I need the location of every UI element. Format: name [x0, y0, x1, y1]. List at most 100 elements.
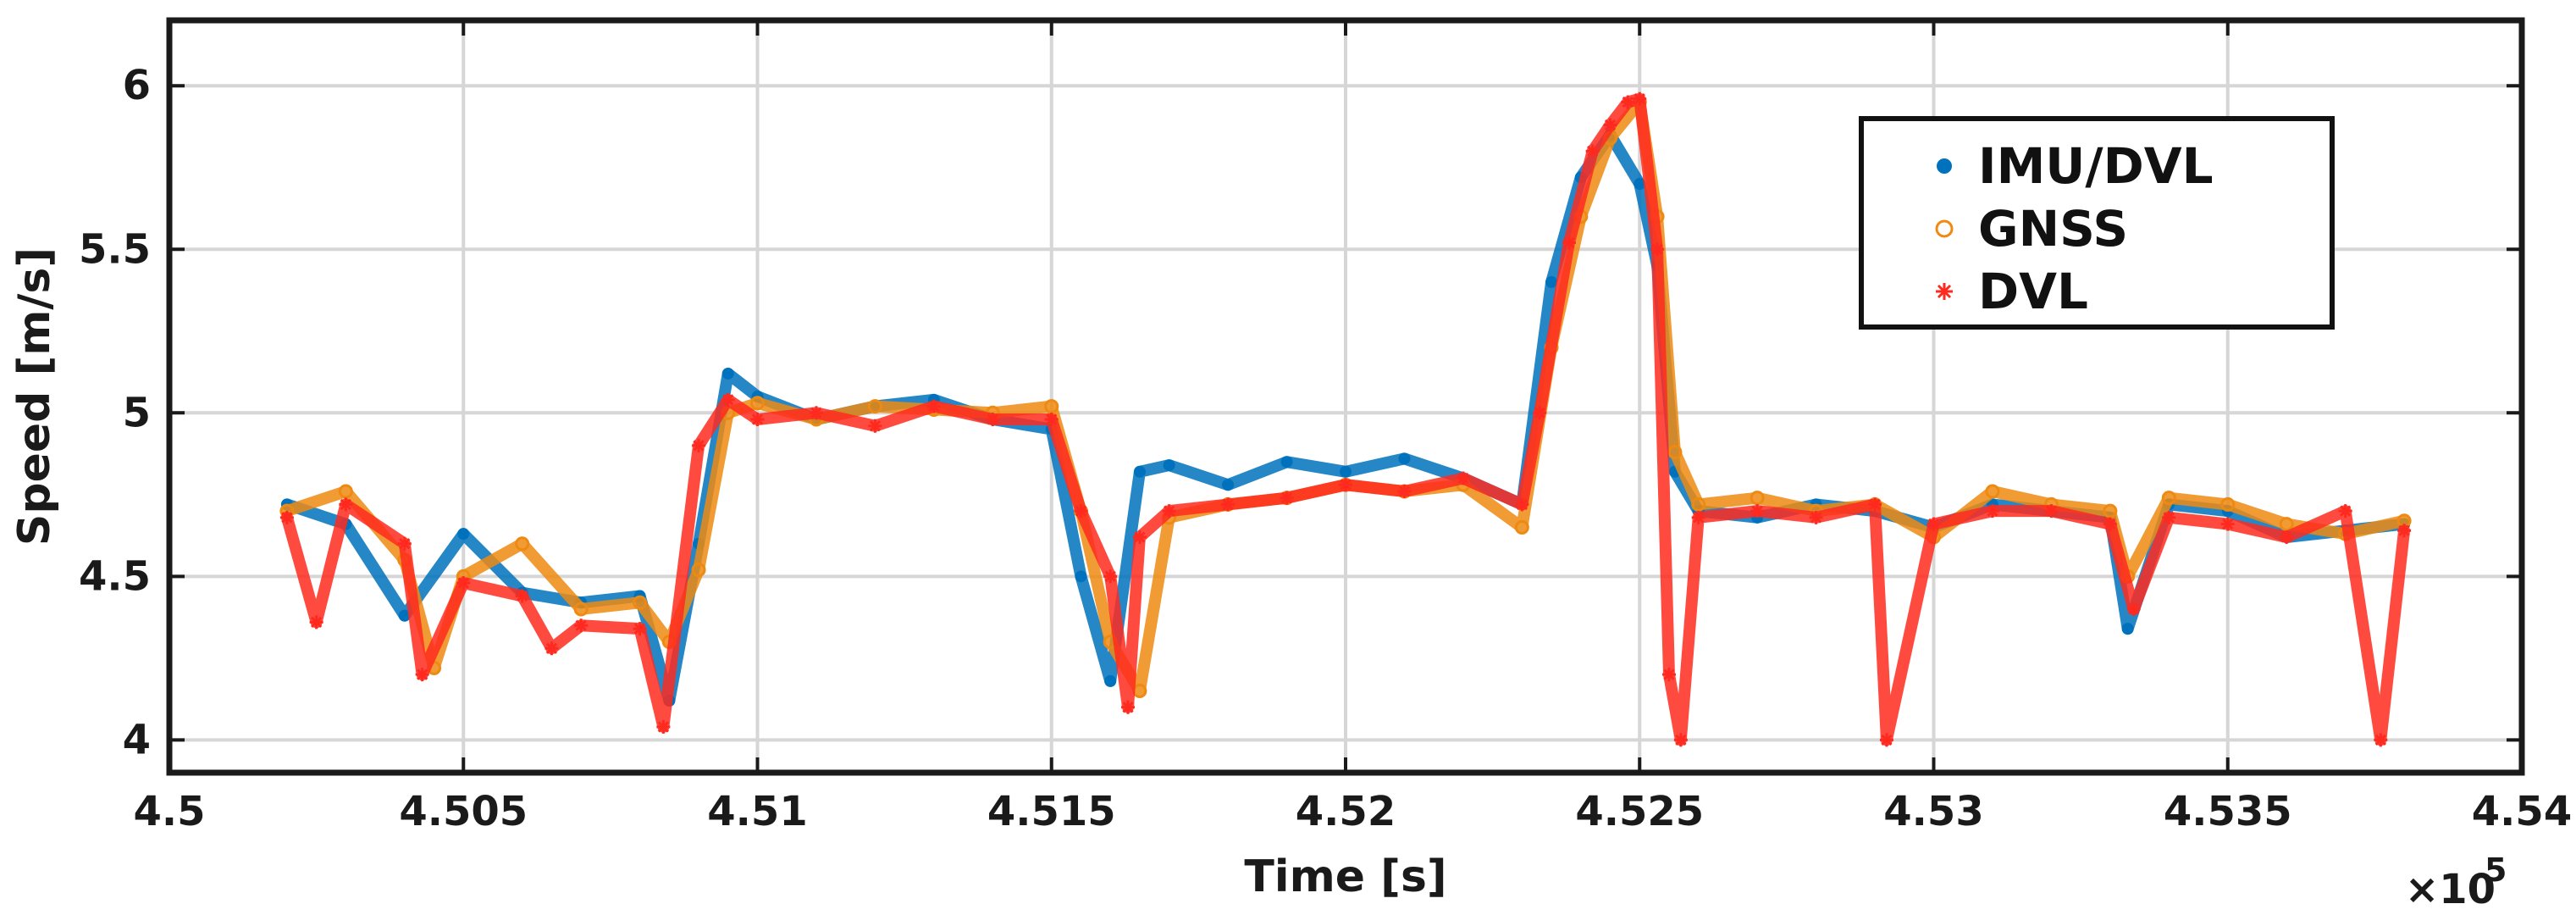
- data-point-dvl: [1074, 504, 1088, 518]
- data-point-dvl: [1456, 471, 1470, 485]
- data-point-gnss: [573, 602, 589, 617]
- y-axis-label: Speed [m/s]: [9, 247, 60, 546]
- data-point-dvl: [415, 668, 429, 682]
- data-point-gnss: [867, 399, 882, 414]
- x-tick-label: 4.53: [1883, 788, 1983, 835]
- data-point-gnss: [1985, 484, 2000, 499]
- legend-item-dvl: DVL: [1936, 263, 2088, 320]
- data-point-gnss: [2103, 503, 2118, 518]
- data-point-imu-dvl: [1545, 275, 1558, 288]
- data-point-imu-dvl: [1104, 674, 1117, 687]
- x-tick-label: 4.5: [133, 788, 205, 835]
- legend-label-gnss: GNSS: [1978, 200, 2128, 258]
- data-point-dvl: [1621, 95, 1635, 109]
- data-point-imu-dvl: [398, 609, 411, 622]
- series-dvl: [279, 92, 2412, 747]
- data-point-dvl: [692, 438, 706, 452]
- data-point-imu-dvl: [457, 528, 470, 541]
- data-point-gnss: [1044, 399, 1059, 414]
- data-point-dvl: [1585, 144, 1600, 158]
- x-exponent-power: 5: [2485, 851, 2507, 889]
- data-point-dvl: [1879, 733, 1893, 747]
- data-point-dvl: [2280, 530, 2294, 545]
- x-axis-exponent: ×10 5: [2405, 851, 2507, 913]
- legend-label-imu-dvl: IMU/DVL: [1978, 137, 2214, 195]
- legend-marker-gnss: [1935, 219, 1954, 238]
- data-point-dvl: [2126, 602, 2141, 616]
- data-point-dvl: [2103, 517, 2117, 531]
- data-point-dvl: [1650, 242, 1665, 257]
- legend-item-imu-dvl: IMU/DVL: [1937, 137, 2214, 195]
- data-point-dvl: [721, 392, 735, 407]
- data-point-gnss: [1691, 496, 1706, 512]
- data-point-dvl: [1985, 504, 1999, 518]
- data-point-imu-dvl: [1340, 465, 1352, 478]
- data-point-dvl: [1562, 236, 1576, 250]
- data-point-dvl: [1339, 478, 1352, 492]
- x-tick-label: 4.52: [1296, 788, 1396, 835]
- data-point-dvl: [1103, 569, 1118, 584]
- data-point-imu-dvl: [721, 367, 734, 380]
- data-point-gnss: [2279, 517, 2294, 532]
- data-point-dvl: [1926, 517, 1941, 531]
- data-point-gnss: [338, 484, 353, 499]
- legend-marker-imu-dvl: [1937, 158, 1952, 174]
- data-series: [279, 92, 2412, 747]
- data-point-gnss: [1667, 445, 1683, 460]
- data-point-dvl: [2397, 524, 2412, 538]
- data-point-gnss: [750, 396, 765, 411]
- data-point-dvl: [309, 615, 323, 629]
- data-point-imu-dvl: [1633, 178, 1646, 191]
- y-tick-labels: 4 4.5 5 5.5 6: [79, 62, 151, 763]
- data-point-dvl: [1280, 491, 1294, 505]
- data-point-gnss: [1514, 519, 1529, 535]
- data-point-dvl: [1603, 118, 1617, 132]
- data-point-dvl: [1533, 406, 1547, 420]
- data-point-dvl: [544, 641, 559, 656]
- y-tick-label: 4.5: [79, 552, 151, 600]
- legend-marker-dvl: [1936, 283, 1953, 300]
- data-point-dvl: [1162, 504, 1176, 518]
- data-point-gnss: [2220, 496, 2236, 512]
- y-tick-label: 6: [123, 62, 151, 109]
- x-tick-labels: 4.5 4.505 4.51 4.515 4.52 4.525 4.53 4.535 4.54: [133, 788, 2572, 835]
- data-point-dvl: [1868, 497, 1882, 512]
- legend-item-gnss: GNSS: [1935, 200, 2128, 258]
- data-point-dvl: [2374, 733, 2388, 747]
- data-point-gnss: [691, 563, 706, 578]
- data-point-dvl: [656, 719, 671, 734]
- data-point-imu-dvl: [1222, 479, 1235, 491]
- data-point-dvl: [1661, 668, 1676, 682]
- data-point-dvl: [456, 576, 471, 591]
- data-point-dvl: [2338, 504, 2352, 518]
- x-tick-label: 4.54: [2472, 788, 2572, 835]
- y-tick-label: 4: [123, 716, 151, 763]
- x-tick-label: 4.51: [707, 788, 807, 835]
- axis-ticks: [168, 20, 2523, 773]
- y-tick-label: 5: [123, 389, 151, 436]
- data-point-dvl: [2162, 510, 2176, 524]
- data-point-dvl: [515, 589, 529, 603]
- x-exponent-base: ×10: [2405, 866, 2496, 913]
- data-point-dvl: [1515, 497, 1529, 512]
- data-point-gnss: [1750, 491, 1765, 506]
- data-point-dvl: [986, 413, 1000, 427]
- data-point-imu-dvl: [1133, 465, 1146, 478]
- data-point-gnss: [515, 536, 530, 552]
- data-point-dvl: [279, 510, 294, 524]
- data-point-dvl: [2044, 504, 2059, 518]
- data-point-dvl: [633, 622, 647, 636]
- data-point-dvl: [926, 399, 941, 413]
- x-tick-label: 4.505: [399, 788, 528, 835]
- x-axis-label: Time [s]: [1244, 851, 1446, 902]
- data-point-dvl: [1121, 700, 1136, 714]
- data-point-dvl: [1397, 484, 1412, 498]
- data-point-imu-dvl: [1075, 570, 1087, 583]
- data-point-gnss: [2161, 491, 2176, 506]
- data-point-imu-dvl: [1163, 459, 1175, 472]
- data-point-dvl: [339, 497, 353, 512]
- data-point-dvl: [1044, 413, 1059, 427]
- data-point-dvl: [1633, 92, 1647, 106]
